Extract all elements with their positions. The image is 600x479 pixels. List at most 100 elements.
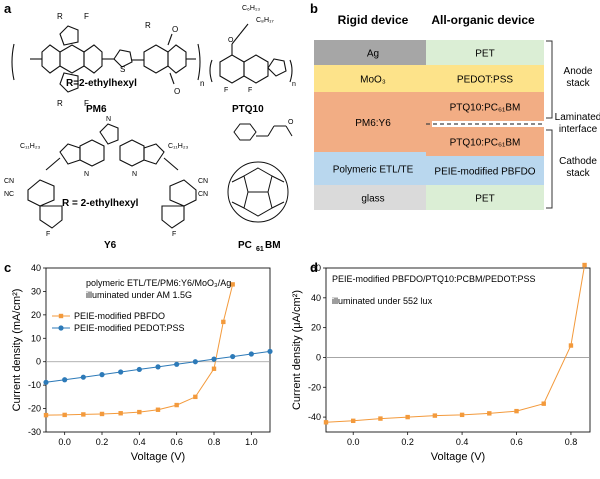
- pc61bm-name-sub: 61: [256, 246, 264, 253]
- data-point-0: [487, 411, 492, 416]
- y-axis-label: Current density (mA/cm²): [11, 289, 23, 412]
- data-point-0: [137, 409, 142, 415]
- rigid-layer-3: [314, 152, 432, 185]
- y-tick-label: 60: [311, 263, 321, 273]
- y6-nc-right: CN: [198, 191, 208, 198]
- organic-layer-label-4: PEIE-modified PBFDO: [434, 167, 535, 178]
- data-point-0: [43, 412, 49, 418]
- x-tick-label: 1.0: [245, 437, 258, 447]
- y-tick-label: -20: [28, 404, 41, 414]
- data-point-0: [351, 418, 356, 424]
- data-point-1: [174, 361, 180, 367]
- y-tick-label: 0: [36, 357, 41, 367]
- rigid-layer-1: [314, 65, 432, 92]
- y6-nc-left: NC: [4, 191, 14, 198]
- data-point-0: [118, 411, 123, 416]
- y-tick-label: 40: [311, 293, 321, 303]
- rigid-layer-label-2: PM6:Y6: [355, 118, 391, 129]
- pm6-structure: [11, 25, 201, 93]
- panel-d-letter: d: [310, 260, 318, 275]
- y-tick-label: 30: [31, 286, 41, 296]
- y6-n-left: N: [84, 171, 89, 178]
- laminated-label-2: interface: [559, 124, 598, 135]
- ptq10-o: O: [228, 37, 234, 44]
- y-tick-label: 40: [31, 263, 41, 273]
- ptq10-name: PTQ10: [232, 104, 264, 115]
- pm6-name: PM6: [86, 104, 107, 115]
- chart-d-annotation-2: illuminated under 552 lux: [332, 296, 433, 306]
- pc61bm-o: O: [288, 119, 294, 126]
- cathode-bracket: [546, 129, 553, 209]
- panel-c-letter: c: [4, 260, 11, 275]
- y-tick-label: 10: [31, 333, 41, 343]
- y6-n-top: N: [106, 116, 111, 123]
- y-tick-label: 20: [311, 323, 321, 333]
- x-axis-label: Voltage (V): [131, 451, 185, 463]
- data-point-0: [378, 416, 383, 421]
- ptq10-atom-labels: C₆H₁₃ C₈H₁₇ O F F n: [224, 5, 296, 94]
- y-axis-label: Current density (μA/cm²): [291, 290, 303, 410]
- ptq10-f2: F: [248, 87, 252, 94]
- series-line-0: [325, 264, 586, 423]
- panel-d: d 0.0 0.2 0.4 0.6 0.8 -40 -20 0 20 40 60 Voltage (V…: [291, 260, 591, 463]
- chart-d-annotation-1: PEIE-modified PBFDO/PTQ10:PCBM/PEDOT:PSS: [332, 274, 536, 284]
- pm6-o-top: O: [172, 25, 178, 34]
- organic-layer-label-0: PET: [475, 49, 494, 60]
- cathode-label-1: Cathode: [559, 156, 597, 167]
- data-point-1: [80, 374, 86, 380]
- rigid-layer-label-3: Polymeric ETL/TE: [333, 165, 414, 176]
- data-point-1: [136, 366, 142, 373]
- data-point-0: [323, 420, 329, 425]
- data-point-0: [81, 412, 86, 417]
- ptq10-structure: [209, 23, 293, 84]
- organic-device-title: All-organic device: [431, 13, 535, 27]
- y-tick-label: 20: [31, 310, 41, 320]
- x-tick-label: 0.6: [510, 437, 523, 447]
- y6-cn-right: CN: [198, 178, 208, 185]
- rigid-device-title: Rigid device: [338, 13, 409, 27]
- y-tick-label: 0: [316, 352, 321, 362]
- pc61bm-name-main: PC: [238, 240, 252, 251]
- rigid-layer-2: [314, 92, 432, 152]
- organic-layer-label-5: PET: [475, 194, 494, 205]
- legend-label-pedot: PEIE-modified PEDOT:PSS: [74, 323, 185, 333]
- data-point-1: [192, 359, 198, 365]
- rigid-layer-0: [314, 40, 432, 65]
- data-point-1: [230, 353, 236, 360]
- data-point-0: [193, 394, 198, 400]
- data-point-1: [211, 356, 217, 362]
- data-point-0: [459, 412, 465, 418]
- pc61bm-structure: [227, 123, 293, 223]
- pm6-r-top: R: [57, 12, 63, 21]
- chart-c-annotation-2: illuminated under AM 1.5G: [86, 290, 192, 300]
- ptq10-c6h13: C₆H₁₃: [242, 5, 260, 12]
- legend-marker-pbfdo: [58, 313, 64, 319]
- pc61bm-name: PC 61 BM: [238, 240, 281, 253]
- organic-layer-label-3: PTQ10:PC₆₁BM: [450, 138, 521, 149]
- pm6-r-acceptor: R: [145, 21, 151, 30]
- ptq10-c8h17: C₈H₁₇: [256, 17, 274, 24]
- data-point-0: [432, 413, 438, 418]
- organic-layer-4: [426, 156, 544, 185]
- data-point-0: [211, 366, 217, 371]
- organic-layer-1: [426, 65, 544, 92]
- data-point-1: [62, 377, 68, 383]
- data-point-1: [155, 364, 161, 370]
- series-line-0: [45, 284, 234, 416]
- y6-atom-labels: N C₁₁H₂₃ C₁₁H₂₃ CN NC CN CN F F N N: [4, 116, 208, 238]
- y6-name: Y6: [104, 240, 117, 251]
- pm6-f-top: F: [84, 12, 89, 21]
- data-point-0: [155, 407, 161, 412]
- x-axis-label: Voltage (V): [431, 451, 485, 463]
- pm6-n-repeat: n: [200, 79, 204, 88]
- panel-b: b Rigid device All-organic device Ag MoO₃…: [310, 1, 600, 210]
- organic-layer-label-1: PEDOT:PSS: [457, 75, 513, 86]
- data-point-0: [174, 402, 179, 408]
- y-tick-label: -10: [28, 380, 41, 390]
- y-tick-label: -40: [308, 412, 321, 422]
- pm6-f-bottom: F: [84, 99, 89, 108]
- cathode-label-2: stack: [566, 168, 590, 179]
- rigid-layer-label-4: glass: [361, 194, 384, 205]
- organic-device-stack: PET PEDOT:PSS PTQ10:PC₆₁BM PTQ10:PC₆₁BM PEIE…: [426, 40, 544, 210]
- rigid-layer-label-0: Ag: [367, 49, 379, 60]
